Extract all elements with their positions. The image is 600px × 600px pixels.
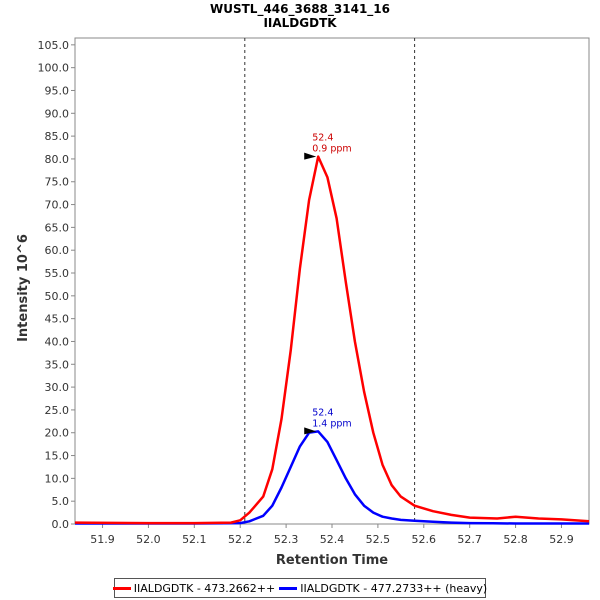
x-tick-label: 52.8	[503, 533, 528, 546]
y-tick-label: 65.0	[45, 221, 70, 234]
series-line-heavy	[75, 430, 589, 525]
integration-boundaries	[244, 38, 416, 524]
legend-item-light: IIALDGDTK - 473.2662++	[112, 581, 276, 595]
y-tick-label: 5.0	[52, 495, 70, 508]
series-layer	[74, 155, 590, 525]
peak-rt-label: 52.4	[312, 407, 333, 418]
y-axis: 0.0 5.0 10.0 15.0 20.0 25.0 30.0 35.0 40.0 45.0 50…	[38, 39, 75, 531]
y-tick-label: 30.0	[45, 381, 70, 394]
y-tick-label: 60.0	[45, 244, 70, 257]
y-tick-label: 10.0	[45, 472, 70, 485]
x-tick-label: 52.4	[320, 533, 345, 546]
x-tick-label: 51.9	[90, 533, 115, 546]
x-tick-label: 52.0	[136, 533, 161, 546]
y-tick-label: 95.0	[45, 84, 70, 97]
y-tick-label: 15.0	[45, 450, 70, 463]
peak-marker	[304, 152, 317, 160]
legend: IIALDGDTK - 473.2662++ IIALDGDTK - 477.2…	[112, 578, 487, 598]
y-tick-label: 55.0	[45, 267, 70, 280]
legend-swatch-light	[112, 586, 131, 590]
peak-rt-label: 52.4	[312, 133, 333, 144]
y-tick-label: 25.0	[45, 404, 70, 417]
x-tick-label: 52.2	[228, 533, 253, 546]
peak-ppm-label: 0.9 ppm	[312, 144, 351, 155]
y-tick-label: 80.0	[45, 153, 70, 166]
y-tick-label: 100.0	[38, 62, 70, 75]
x-tick-label: 52.7	[457, 533, 482, 546]
y-tick-label: 105.0	[38, 39, 70, 52]
legend-label-heavy: IIALDGDTK - 477.2733++ (heavy)	[300, 581, 488, 595]
y-tick-label: 20.0	[45, 427, 70, 440]
x-tick-label: 52.3	[274, 533, 299, 546]
y-tick-label: 90.0	[45, 107, 70, 120]
x-tick-label: 52.1	[182, 533, 207, 546]
y-tick-label: 70.0	[45, 199, 70, 212]
y-tick-label: 85.0	[45, 130, 70, 143]
legend-label-light: IIALDGDTK - 473.2662++	[133, 581, 276, 595]
chart-subtitle: IIALDGDTK	[263, 16, 337, 30]
peak-ppm-label: 1.4 ppm	[312, 418, 351, 429]
x-tick-label: 52.6	[412, 533, 437, 546]
chromatogram-chart: WUSTL_446_3688_3141_16 IIALDGDTK 0.0 5.0 1…	[16, 2, 590, 568]
y-tick-label: 0.0	[52, 518, 70, 531]
x-axis-label: Retention Time	[276, 553, 388, 568]
series-line-light	[74, 155, 590, 525]
y-tick-label: 45.0	[45, 313, 70, 326]
x-axis: 51.9 52.0 52.1 52.2 52.3 52.4 52.5 52.6 52.7 52.8…	[90, 524, 574, 546]
y-tick-label: 75.0	[45, 176, 70, 189]
y-tick-label: 50.0	[45, 290, 70, 303]
x-tick-label: 52.9	[549, 533, 574, 546]
y-tick-label: 35.0	[45, 358, 70, 371]
peak-marker	[304, 427, 317, 435]
legend-swatch-heavy	[279, 586, 298, 590]
y-tick-label: 40.0	[45, 335, 70, 348]
legend-item-heavy: IIALDGDTK - 477.2733++ (heavy)	[279, 582, 487, 595]
chart-title: WUSTL_446_3688_3141_16	[210, 2, 390, 17]
y-axis-label: Intensity 10^6	[16, 234, 31, 342]
x-tick-label: 52.5	[366, 533, 391, 546]
